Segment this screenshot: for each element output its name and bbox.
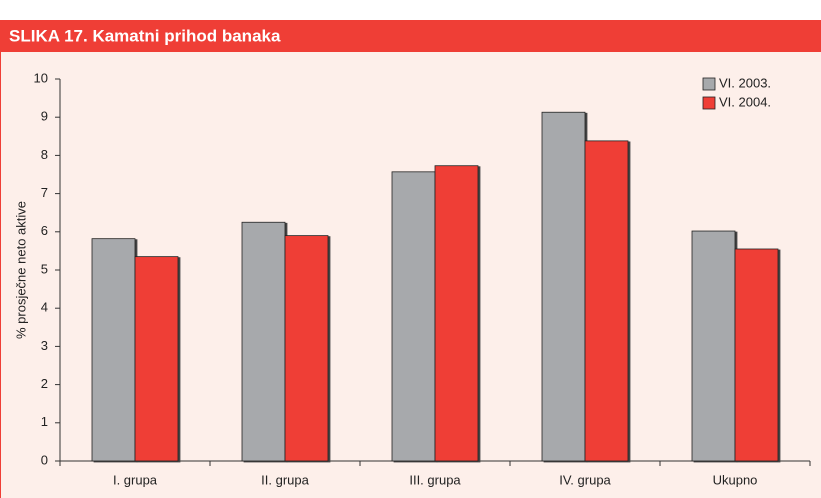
- y-tick-label: 3: [41, 338, 48, 353]
- bar: [241, 221, 286, 462]
- y-axis-label: % prosječne neto aktive: [13, 201, 28, 339]
- bar: [691, 230, 736, 462]
- bar: [734, 248, 779, 462]
- y-tick-label: 4: [41, 300, 48, 315]
- bar: [284, 235, 329, 462]
- y-tick-label: 1: [41, 414, 48, 429]
- x-tick-label: III. grupa: [409, 472, 461, 487]
- bar: [134, 256, 179, 462]
- x-tick-label: IV. grupa: [559, 472, 611, 487]
- chart-title: SLIKA 17. Kamatni prihod banaka: [9, 26, 281, 45]
- header-band: [0, 20, 821, 52]
- y-tick-label: 9: [41, 109, 48, 124]
- bar: [91, 238, 136, 462]
- bar: [541, 111, 586, 462]
- legend-swatch: [702, 77, 716, 91]
- x-tick-label: I. grupa: [113, 472, 158, 487]
- y-tick-label: 6: [41, 223, 48, 238]
- y-tick-label: 0: [41, 452, 48, 467]
- x-tick-label: Ukupno: [713, 472, 758, 487]
- y-tick-label: 5: [41, 261, 48, 276]
- bar: [584, 140, 629, 462]
- legend-swatch: [702, 96, 716, 110]
- y-tick-label: 10: [34, 70, 48, 85]
- legend-label: VI. 2003.: [719, 75, 771, 90]
- y-tick-label: 8: [41, 147, 48, 162]
- bar: [434, 165, 479, 462]
- y-tick-label: 7: [41, 185, 48, 200]
- bar: [391, 171, 436, 462]
- legend-label: VI. 2004.: [719, 94, 771, 109]
- x-tick-label: II. grupa: [261, 472, 309, 487]
- y-tick-label: 2: [41, 376, 48, 391]
